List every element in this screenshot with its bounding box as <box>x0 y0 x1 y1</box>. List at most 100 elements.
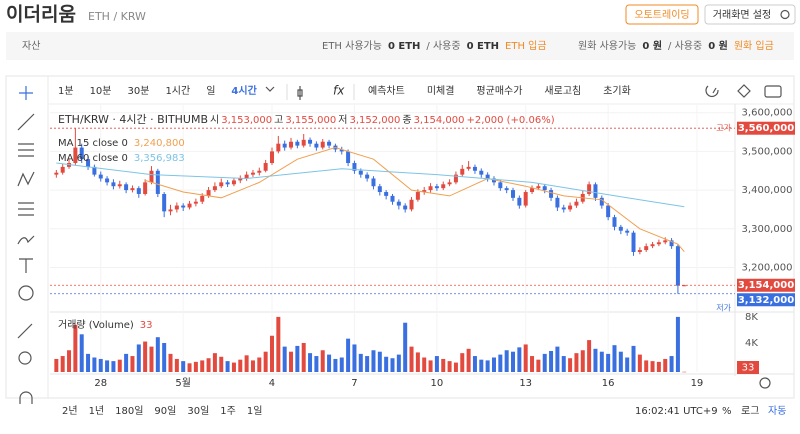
volume-bar <box>244 355 249 372</box>
emoji-tool[interactable] <box>18 285 34 301</box>
volume-bar <box>384 356 389 372</box>
volume-bar <box>631 345 636 372</box>
x-tick-label: 7 <box>351 378 357 389</box>
interval-button[interactable]: 일 <box>206 85 215 97</box>
x-tick-label: 10 <box>431 378 444 389</box>
fib-tool[interactable] <box>18 143 34 157</box>
auto-trade-button[interactable] <box>625 4 699 25</box>
legend-low: 3,152,000 <box>349 115 400 126</box>
candle-body <box>682 285 687 287</box>
krw-deposit[interactable]: 원화 입금 <box>734 39 774 52</box>
camera-icon[interactable] <box>764 85 782 98</box>
volume-bar <box>561 356 566 372</box>
volume-bar <box>193 361 198 372</box>
settings-button[interactable] <box>704 4 796 25</box>
candle-body <box>352 163 357 171</box>
brush-tool[interactable] <box>17 235 35 245</box>
volume-bar <box>580 350 585 372</box>
volume-bar <box>479 359 484 372</box>
x-tick-label: 28 <box>94 378 107 389</box>
volume-bar <box>682 371 687 373</box>
timer-icon[interactable] <box>705 85 719 98</box>
volume-bar <box>162 343 167 372</box>
range-button[interactable]: 1주 <box>220 406 236 417</box>
ruler-tool[interactable] <box>17 323 33 339</box>
range-button[interactable]: 90일 <box>154 405 176 417</box>
volume-bar <box>238 359 243 372</box>
candle-type-icon[interactable] <box>297 86 303 100</box>
candle-body <box>587 184 592 194</box>
tool-button[interactable]: 미체결 <box>427 85 455 97</box>
tool-button[interactable]: 예측차트 <box>368 85 405 97</box>
candle-body <box>485 174 490 179</box>
tool-button[interactable]: 평균매수가 <box>476 85 522 97</box>
interval-button[interactable]: 1시간 <box>165 85 190 97</box>
volume-bar <box>434 356 439 372</box>
axis-settings-icon[interactable] <box>759 377 771 389</box>
asset-bar <box>6 32 794 60</box>
candle-body <box>289 141 294 148</box>
settings-icon[interactable] <box>737 84 751 98</box>
volume-bar <box>650 361 655 372</box>
volume-bar <box>549 350 554 372</box>
indicator-button[interactable]: fx <box>333 84 345 98</box>
price-marker-label: 3,560,000 <box>738 123 794 134</box>
interval-button[interactable]: 4시간 <box>231 84 257 97</box>
range-button[interactable]: 1년 <box>89 405 105 417</box>
candle-body <box>453 174 458 183</box>
candle-body <box>295 141 300 146</box>
volume-last-box <box>737 361 759 374</box>
pattern-tool[interactable] <box>17 171 35 187</box>
volume-bar <box>168 353 173 372</box>
candle-body <box>136 188 141 194</box>
volume-bar <box>225 361 230 372</box>
interval-button[interactable]: 30분 <box>128 85 150 97</box>
candle-body <box>117 184 122 187</box>
volume-bar <box>174 358 179 372</box>
range-button[interactable]: 2년 <box>62 405 78 417</box>
axis-option[interactable]: % <box>722 406 732 417</box>
volume-bar <box>73 324 78 372</box>
volume-bar <box>644 360 649 372</box>
volume-bar <box>409 346 414 372</box>
volume-bar <box>301 343 306 372</box>
candle-body <box>130 188 135 191</box>
channel-tool[interactable] <box>18 202 34 216</box>
magnet-tool[interactable] <box>19 391 33 404</box>
candle-body <box>466 166 471 169</box>
volume-bar <box>625 357 630 372</box>
volume-bar <box>358 353 363 372</box>
candle-body <box>447 182 452 185</box>
y-tick-label: 3,400,000 <box>742 185 793 196</box>
candle-body <box>206 190 211 196</box>
volume-bar <box>187 363 192 372</box>
volume-tick-label: 4K <box>745 338 758 349</box>
volume-bar <box>67 350 72 372</box>
candle-body <box>124 184 129 191</box>
price-marker-tag: 고가 <box>716 124 731 133</box>
range-button[interactable]: 1일 <box>247 405 263 417</box>
axis-option[interactable]: 로그 <box>741 406 759 417</box>
candle-body <box>390 195 395 202</box>
crosshair-tool[interactable] <box>19 86 33 100</box>
krw-in-use: 0 원 <box>708 39 728 52</box>
axis-option[interactable]: 자동 <box>768 405 786 417</box>
volume-bar <box>314 356 319 372</box>
tool-button[interactable]: 새로고침 <box>544 85 581 97</box>
volume-bar <box>663 358 668 372</box>
candle-body <box>384 192 389 196</box>
range-button[interactable]: 30일 <box>187 405 209 417</box>
auto-trade-label: 오토트레이딩 <box>634 9 689 21</box>
price-marker-box <box>737 293 795 307</box>
interval-button[interactable]: 1분 <box>58 85 74 97</box>
eth-deposit[interactable]: ETH 입금 <box>505 39 547 52</box>
interval-button[interactable]: 10분 <box>90 85 112 97</box>
tool-button[interactable]: 초기화 <box>603 85 631 97</box>
trend-line-tool[interactable] <box>17 113 35 131</box>
text-tool[interactable] <box>19 258 33 273</box>
range-button[interactable]: 180일 <box>115 405 143 417</box>
interval-dropdown[interactable] <box>265 86 275 92</box>
volume-bar <box>422 357 427 372</box>
volume-bar <box>339 357 344 372</box>
zoom-tool[interactable] <box>18 351 32 365</box>
